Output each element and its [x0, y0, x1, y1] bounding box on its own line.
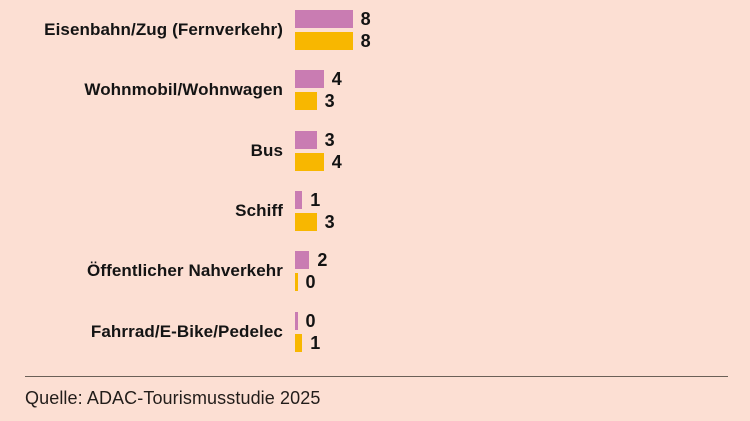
category-label: Wohnmobil/Wohnwagen: [84, 80, 283, 100]
category-label: Schiff: [235, 201, 283, 221]
bar-pink: [295, 191, 303, 210]
bar-line: 2: [295, 250, 328, 271]
chart-row: Eisenbahn/Zug (Fernverkehr) 8 8: [0, 0, 750, 60]
value-label: 4: [331, 69, 342, 90]
category-label: Fahrrad/E-Bike/Pedelec: [90, 321, 283, 341]
bar-pink: [295, 251, 310, 270]
value-label: 2: [317, 250, 328, 271]
value-label: 4: [331, 151, 342, 172]
value-label: 8: [360, 9, 371, 30]
value-label: 8: [360, 31, 371, 52]
bar-line: 8: [295, 31, 371, 52]
bar-yellow: [295, 333, 303, 352]
bar-pink: [295, 70, 324, 89]
footer-divider: [25, 376, 728, 377]
category-label: Eisenbahn/Zug (Fernverkehr): [44, 20, 283, 40]
bar-line: 1: [295, 190, 335, 211]
chart-row: Öffentlicher Nahverkehr 2 0: [0, 241, 750, 301]
bar-yellow: [295, 213, 317, 232]
source-caption: Quelle: ADAC-Tourismusstudie 2025: [25, 388, 321, 408]
category-label: Bus: [250, 140, 283, 160]
value-label: 1: [310, 190, 321, 211]
bar-pink: [295, 130, 317, 149]
value-label: 3: [324, 91, 335, 112]
bar-line: 0: [295, 272, 327, 293]
bar-line: 1: [295, 332, 321, 353]
bar-pink: [295, 311, 298, 330]
chart-row: Schiff 1 3: [0, 181, 750, 241]
chart-row: Wohnmobil/Wohnwagen 4 3: [0, 60, 750, 120]
value-label: 1: [310, 332, 321, 353]
bar-line: 4: [295, 69, 342, 90]
bar-line: 8: [295, 9, 371, 30]
bar-line: 3: [295, 212, 335, 233]
bar-line: 0: [295, 310, 320, 331]
value-label: 3: [324, 129, 335, 150]
bar-pink: [295, 10, 353, 29]
value-label: 0: [305, 272, 316, 293]
bar-line: 3: [295, 129, 342, 150]
bar-yellow: [295, 152, 324, 171]
bar-yellow: [295, 92, 317, 111]
bar-line: 4: [295, 151, 342, 172]
category-label: Öffentlicher Nahverkehr: [87, 261, 283, 281]
value-label: 0: [305, 310, 316, 331]
chart-row: Fahrrad/E-Bike/Pedelec 0 1: [0, 302, 750, 362]
bar-chart: Eisenbahn/Zug (Fernverkehr) 8 8 Wohnmobil/W…: [0, 0, 750, 362]
bar-yellow: [295, 32, 353, 51]
chart-row: Bus 3 4: [0, 121, 750, 181]
bar-line: 3: [295, 91, 342, 112]
value-label: 3: [324, 212, 335, 233]
bar-yellow: [295, 273, 298, 292]
